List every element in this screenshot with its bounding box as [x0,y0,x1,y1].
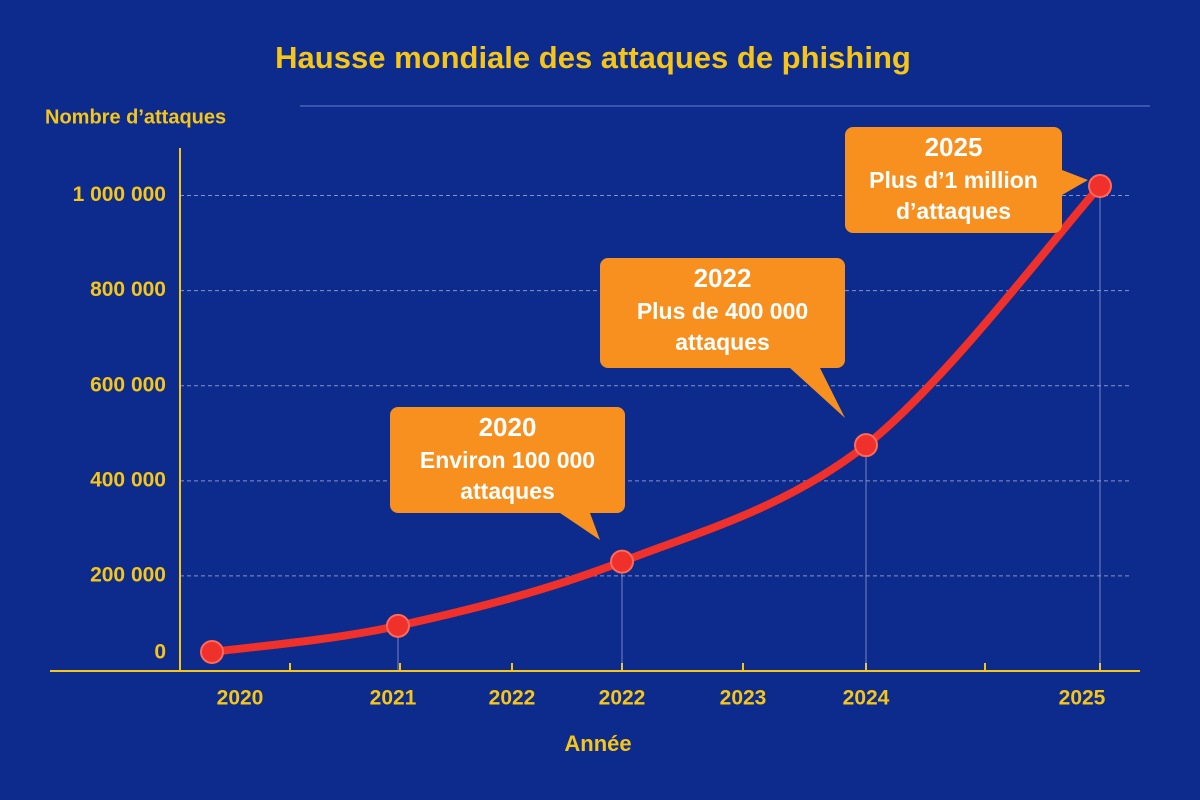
callout-text: Plus d’1 million [869,167,1038,193]
callout-box [600,258,845,368]
callout-pointer [560,513,600,540]
callout: 2020 Environ 100 000 attaques [390,407,625,540]
callout-title: 2025 [925,132,983,162]
y-axis-label: Nombre d’attaques [45,106,226,128]
data-point [200,639,224,664]
x-tick-label: 2022 [599,687,646,710]
y-tick-label: 1 000 000 [73,183,166,206]
callout-title: 2022 [694,263,752,293]
callout-text: Plus de 400 000 [637,298,808,324]
data-point [386,613,410,638]
chart-title: Hausse mondiale des attaques de phishing [275,40,911,75]
y-tick-label: 800 000 [90,278,166,301]
x-tick-label: 2022 [489,687,536,710]
callout-text: attaques [460,478,555,504]
callout: 2025 Plus d’1 million d’attaques [845,127,1088,233]
data-point [1088,174,1112,199]
y-tick-label: 600 000 [90,373,166,396]
callout: 2022 Plus de 400 000 attaques [600,258,845,418]
callout-text: d’attaques [896,198,1011,224]
x-tick-label: 2025 [1059,687,1106,710]
x-axis-label: Année [564,731,631,756]
data-point [854,433,878,458]
y-tick-label: 200 000 [90,563,166,586]
x-tick-label: 2024 [843,687,890,710]
x-tick-label: 2021 [370,687,417,710]
data-point [610,549,634,574]
y-tick-label: 400 000 [90,468,166,491]
y-tick-label: 0 [154,641,166,664]
callout-text: Environ 100 000 [420,447,595,473]
callout-text: attaques [675,329,770,355]
series-line [208,182,1104,656]
callout-pointer [1062,170,1088,195]
callout-pointer [790,368,845,418]
callout-title: 2020 [479,412,537,442]
x-tick-label: 2023 [720,687,767,710]
x-tick-label: 2020 [217,687,264,710]
callout-box [845,127,1062,233]
callout-box [390,407,625,513]
